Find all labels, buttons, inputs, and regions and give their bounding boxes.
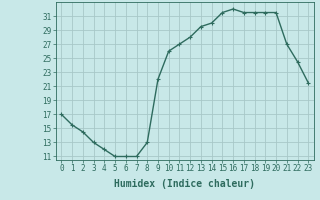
X-axis label: Humidex (Indice chaleur): Humidex (Indice chaleur) <box>114 179 255 189</box>
